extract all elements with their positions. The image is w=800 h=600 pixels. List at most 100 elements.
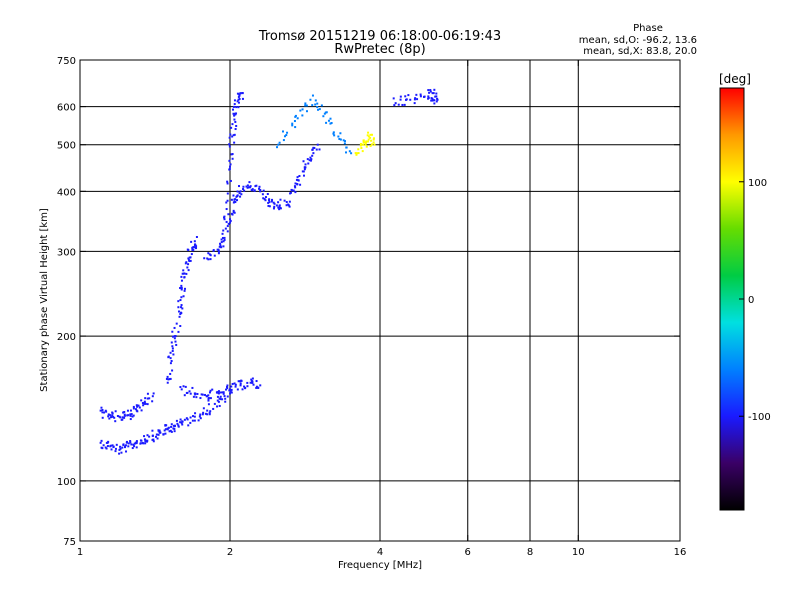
data-point [118, 452, 121, 455]
data-point [144, 440, 147, 443]
data-point [304, 102, 307, 105]
data-point [204, 393, 207, 396]
data-point [124, 444, 127, 447]
data-point [169, 362, 172, 365]
data-point [315, 148, 318, 151]
data-point [158, 429, 161, 432]
data-point [102, 444, 105, 447]
data-point [177, 330, 180, 333]
data-point [144, 397, 147, 400]
data-point [248, 181, 251, 184]
data-point [231, 135, 234, 138]
data-point [311, 148, 314, 151]
data-point [227, 213, 230, 216]
data-point [373, 143, 376, 146]
data-point [303, 168, 306, 171]
data-point [231, 108, 234, 111]
data-points [99, 88, 439, 455]
y-tick-label: 200 [57, 332, 76, 343]
data-point [226, 395, 229, 398]
data-point [206, 413, 209, 416]
data-point [143, 438, 146, 441]
data-point [226, 384, 229, 387]
data-point [139, 442, 142, 445]
data-point [185, 417, 188, 420]
data-point [171, 330, 174, 333]
data-point [192, 395, 195, 398]
data-point [227, 222, 230, 225]
data-point [194, 412, 197, 415]
data-point [146, 439, 149, 442]
data-point [293, 120, 296, 123]
data-point [294, 186, 297, 189]
data-point [226, 192, 229, 195]
data-point [318, 108, 321, 111]
data-point [393, 104, 396, 107]
data-point [195, 246, 198, 249]
data-point [237, 95, 240, 98]
data-point [234, 112, 237, 115]
data-point [243, 385, 246, 388]
data-point [143, 402, 146, 405]
data-point [170, 430, 173, 433]
data-point [226, 199, 229, 202]
data-point [219, 391, 222, 394]
data-point [156, 437, 159, 440]
data-point [180, 421, 183, 424]
data-point [120, 451, 123, 454]
data-point [183, 289, 186, 292]
data-point [298, 174, 301, 177]
colorbar-tick-label: -100 [748, 412, 771, 423]
data-point [264, 199, 267, 202]
data-point [273, 202, 276, 205]
data-point [142, 404, 145, 407]
data-point [237, 380, 240, 383]
data-point [332, 132, 335, 135]
data-point [365, 140, 368, 143]
data-point [108, 417, 111, 420]
data-point [394, 102, 397, 105]
data-point [224, 227, 227, 230]
data-point [222, 240, 225, 243]
data-point [116, 415, 119, 418]
data-point [250, 378, 253, 381]
data-point [345, 146, 348, 149]
data-point [262, 189, 265, 192]
data-point [152, 392, 155, 395]
data-point [148, 397, 151, 400]
data-point [229, 390, 232, 393]
data-point [233, 118, 236, 121]
data-point [181, 420, 184, 423]
data-point [152, 438, 155, 441]
phase-stats-x: mean, sd,X: 83.8, 20.0 [583, 46, 697, 57]
data-point [121, 446, 124, 449]
data-point [187, 257, 190, 260]
data-point [187, 269, 190, 272]
data-point [430, 97, 433, 100]
data-point [244, 386, 247, 389]
data-point [135, 441, 138, 444]
data-point [191, 246, 194, 249]
data-point [245, 185, 248, 188]
data-point [183, 272, 186, 275]
data-point [187, 424, 190, 427]
data-point [217, 252, 220, 255]
data-point [136, 405, 139, 408]
data-point [404, 95, 407, 98]
data-point [323, 112, 326, 115]
data-point [267, 201, 270, 204]
data-point [170, 423, 173, 426]
data-point [257, 386, 260, 389]
data-point [204, 412, 207, 415]
data-point [333, 134, 336, 137]
data-point [170, 359, 173, 362]
y-tick-label: 500 [57, 141, 76, 152]
data-point [127, 445, 130, 448]
data-point [179, 421, 182, 424]
data-point [229, 163, 232, 166]
data-point [171, 335, 174, 338]
data-point [127, 414, 130, 417]
data-point [184, 262, 187, 265]
data-point [372, 141, 375, 144]
data-point [172, 353, 175, 356]
